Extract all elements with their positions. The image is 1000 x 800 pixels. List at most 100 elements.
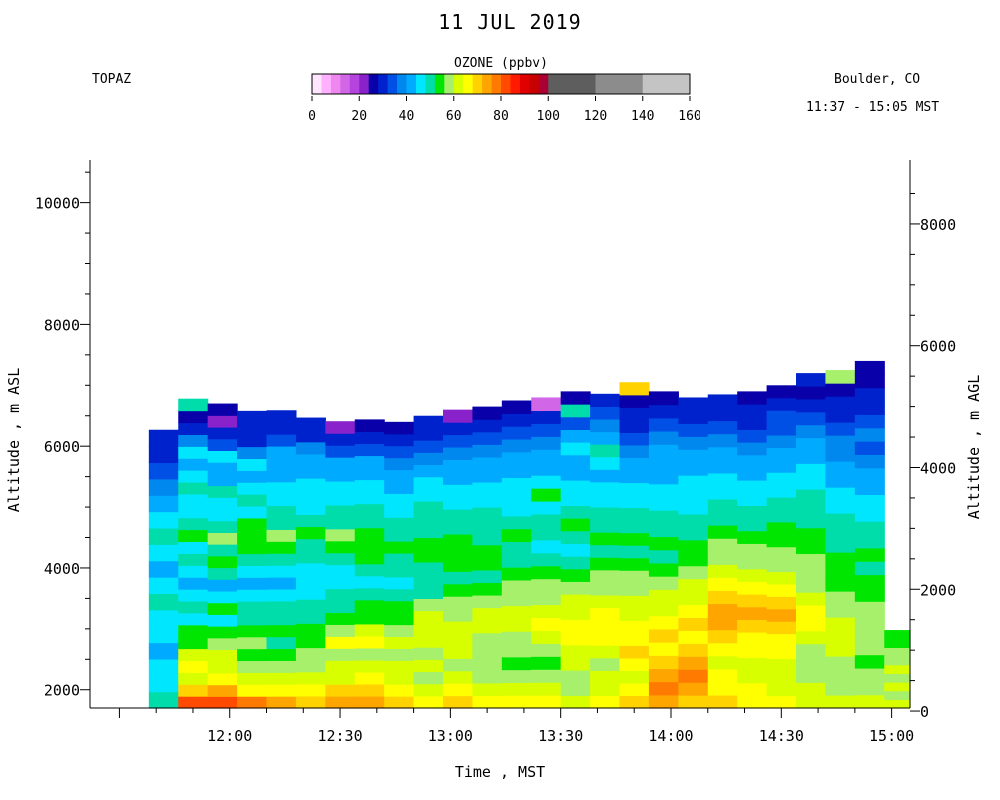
heatmap-cell [266, 517, 297, 530]
heatmap-cell [531, 630, 562, 644]
heatmap-cell [737, 594, 768, 608]
heatmap-cell [501, 643, 532, 658]
colorbar-swatch [387, 74, 398, 94]
heatmap-cell [443, 509, 474, 523]
colorbar-tick-label: 100 [537, 109, 560, 124]
y-left-tick-label: 2000 [44, 682, 80, 700]
heatmap-cell [590, 469, 621, 483]
heatmap-cell [854, 627, 885, 642]
heatmap-cell [707, 616, 738, 631]
heatmap-cell [560, 454, 591, 468]
heatmap-cell [178, 398, 209, 412]
heatmap-cell [678, 397, 709, 412]
heatmap-cell [148, 527, 179, 545]
heatmap-cell [354, 443, 385, 457]
heatmap-cell [295, 647, 326, 661]
heatmap-cell [678, 423, 709, 437]
heatmap-cell [766, 670, 797, 684]
heatmap-cells [148, 360, 911, 709]
heatmap-cell [648, 510, 679, 524]
heatmap-cell [354, 659, 385, 673]
heatmap-cell [237, 589, 268, 602]
heatmap-cell [472, 557, 503, 571]
heatmap-cell [443, 695, 474, 709]
heatmap-cell [678, 526, 709, 541]
heatmap-cell [678, 410, 709, 424]
heatmap-cell [237, 458, 268, 471]
heatmap-cell [178, 589, 209, 602]
heatmap-cell [384, 564, 415, 578]
heatmap-cell [531, 462, 562, 476]
heatmap-cell [707, 472, 738, 487]
heatmap-cell [266, 493, 297, 507]
heatmap-cell [266, 660, 297, 673]
heatmap-cell [443, 533, 474, 547]
heatmap-cell [737, 429, 768, 443]
heatmap-cell [766, 410, 797, 424]
x-axis-label: Time , MST [454, 763, 546, 781]
heatmap-cell [707, 629, 738, 644]
heatmap-cell [560, 404, 591, 418]
heatmap-cell [237, 672, 268, 685]
colorbar-swatch [378, 74, 389, 94]
heatmap-cell [884, 638, 911, 648]
heatmap-cell [413, 440, 444, 453]
heatmap-cell [796, 630, 827, 645]
heatmap-cell [325, 492, 356, 506]
heatmap-cell [590, 607, 621, 621]
heatmap-cell [295, 550, 326, 564]
heatmap-cell [531, 669, 562, 683]
heatmap-cell [648, 615, 679, 630]
heatmap-cell [678, 436, 709, 450]
heatmap-cell [354, 515, 385, 529]
heatmap-cell [560, 556, 591, 570]
heatmap-cell [384, 469, 415, 483]
heatmap-cell [325, 540, 356, 554]
heatmap-cell [266, 541, 297, 554]
heatmap-cell [590, 418, 621, 433]
heatmap-cell [796, 450, 827, 464]
colorbar-swatch [415, 74, 426, 94]
heatmap-cell [178, 493, 209, 507]
heatmap-cell [619, 545, 650, 559]
heatmap-cell [796, 656, 827, 670]
heatmap-cell [384, 457, 415, 471]
colorbar-swatch [397, 74, 407, 94]
heatmap-cell [384, 600, 415, 614]
heatmap-cell [207, 590, 238, 604]
heatmap-cell [237, 529, 268, 543]
heatmap-cell [737, 644, 768, 658]
heatmap-cell [354, 539, 385, 553]
heatmap-cell [619, 382, 650, 396]
heatmap-cell [148, 560, 179, 578]
heatmap-cell [590, 406, 621, 420]
profile-column [384, 421, 415, 709]
y-left-tick-label: 6000 [44, 438, 80, 456]
y-right-tick-label: 8000 [920, 216, 956, 234]
heatmap-cell [648, 681, 679, 696]
heatmap-cell [207, 626, 238, 639]
colorbar-tick-label: 140 [631, 109, 654, 124]
profile-column [178, 398, 209, 709]
heatmap-cell [590, 594, 621, 609]
heatmap-cell [648, 668, 679, 683]
heatmap-cell [619, 507, 650, 521]
colorbar-swatch [349, 74, 360, 94]
heatmap-cell [854, 667, 885, 682]
heatmap-cell [766, 596, 797, 610]
location-label: Boulder, CO [834, 72, 921, 87]
heatmap-cell [854, 494, 885, 509]
heatmap-cell [707, 525, 738, 539]
heatmap-cell [501, 528, 532, 543]
heatmap-cell [854, 507, 885, 522]
heatmap-cell [648, 602, 679, 617]
heatmap-cell [384, 481, 415, 494]
heatmap-cell [413, 586, 444, 599]
heatmap-cell [825, 409, 856, 423]
heatmap-cell [796, 373, 827, 387]
heatmap-cell [825, 526, 856, 540]
heatmap-cell [825, 539, 856, 553]
heatmap-cell [178, 470, 209, 483]
heatmap-cell [531, 617, 562, 631]
heatmap-cell [648, 404, 679, 419]
